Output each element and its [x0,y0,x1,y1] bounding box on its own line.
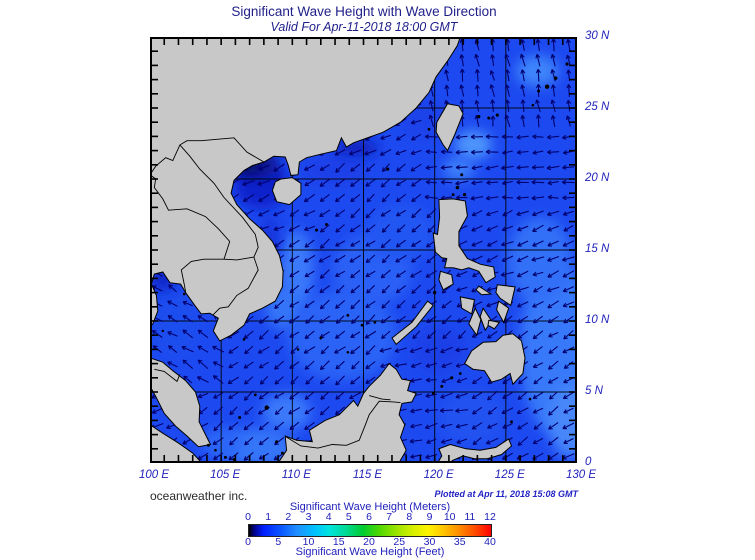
legend-meters-tick: 6 [366,511,372,523]
lon-axis-label: 105 E [210,469,241,481]
legend-meters-tick: 9 [426,511,433,523]
lat-axis-label: 15 N [585,243,610,255]
lat-axis-label: 5 N [585,385,603,397]
lat-axis-label: 20 N [585,172,610,184]
credit-text: oceanweather inc. [150,489,248,503]
legend-meters-tick: 12 [484,511,496,523]
map-canvas [150,37,577,463]
lon-axis-label: 100 E [138,469,170,481]
legend-meters-tick: 8 [406,511,413,523]
lon-axis-label: 115 E [352,469,383,481]
lat-axis-label: 10 N [585,314,610,326]
legend-meters-tick: 3 [305,511,312,523]
legend-title-feet: Significant Wave Height (Feet) [295,546,445,558]
lon-axis-label: 130 E [565,469,597,481]
page-title: Significant Wave Height with Wave Direct… [231,4,497,19]
legend-feet-tick: 40 [484,536,496,548]
legend-feet-tick: 0 [245,536,251,548]
legend-feet-tick: 15 [332,536,345,548]
legend-feet-tick: 30 [423,536,436,548]
lon-axis-label: 110 E [281,469,311,481]
legend-meters-tick: 10 [443,511,456,523]
lat-axis-label: 25 N [585,101,610,113]
legend-meters-tick: 7 [386,511,393,523]
legend-feet-tick: 25 [393,536,406,548]
lon-axis-label: 120 E [423,469,454,481]
wave-height-map [150,37,577,463]
legend-feet-tick: 35 [453,536,466,548]
legend-meters-tick: 4 [325,511,332,523]
plotted-timestamp: Plotted at Apr 11, 2018 15:08 GMT [434,489,578,499]
lat-axis-label: 30 N [585,30,610,42]
legend-meters-tick: 11 [464,511,476,523]
legend-title-meters: Significant Wave Height (Meters) [289,501,451,513]
valid-time-subtitle: Valid For Apr-11-2018 18:00 GMT [270,20,458,34]
legend-feet-tick: 20 [363,536,375,548]
legend-meters-tick: 2 [285,511,292,523]
title-block: Significant Wave Height with Wave Direct… [150,4,578,34]
colorbar [248,524,492,537]
legend-meters-tick: 0 [245,511,251,523]
lon-axis-label: 125 E [494,469,525,481]
legend-meters-tick: 5 [345,511,352,523]
legend-feet-tick: 5 [275,536,282,548]
lat-axis-label: 0 [585,456,592,468]
legend-meters-tick: 1 [265,511,272,523]
legend-feet-tick: 10 [302,536,315,548]
